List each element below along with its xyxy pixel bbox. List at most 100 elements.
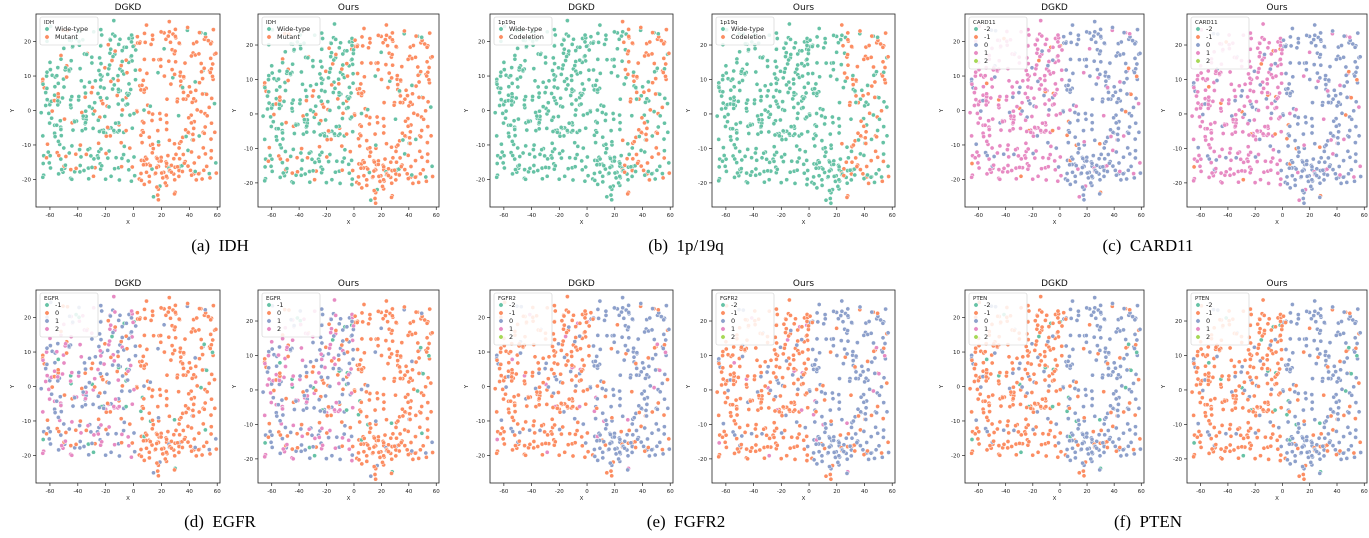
data-point xyxy=(50,116,54,120)
data-point xyxy=(314,104,318,108)
data-point xyxy=(117,178,121,182)
data-point xyxy=(596,88,600,92)
data-point xyxy=(525,128,529,132)
data-point xyxy=(510,139,514,143)
data-point xyxy=(332,298,336,302)
data-point xyxy=(208,452,212,456)
data-point xyxy=(1082,140,1086,144)
data-point xyxy=(746,98,750,102)
data-point xyxy=(518,154,522,158)
data-point xyxy=(405,370,409,374)
data-point xyxy=(382,124,386,128)
data-point xyxy=(337,91,341,95)
data-point xyxy=(1354,100,1358,104)
legend-entry: Wide-type xyxy=(277,25,310,33)
data-point xyxy=(821,108,825,112)
data-point xyxy=(1288,186,1292,190)
data-point xyxy=(96,432,100,436)
data-point xyxy=(263,362,267,366)
data-point xyxy=(983,74,987,78)
data-point xyxy=(120,335,124,339)
data-point xyxy=(208,346,212,350)
data-point xyxy=(570,354,574,358)
data-point xyxy=(1266,132,1270,136)
legend-title: IDH xyxy=(266,20,276,26)
data-point xyxy=(361,44,365,48)
data-point xyxy=(729,138,733,142)
data-point xyxy=(162,47,166,51)
data-point xyxy=(801,106,805,110)
data-point xyxy=(1281,38,1285,42)
data-point xyxy=(645,161,649,165)
data-point xyxy=(1211,99,1215,103)
data-point xyxy=(814,134,818,138)
data-point xyxy=(618,121,622,125)
data-point xyxy=(199,346,203,350)
data-point xyxy=(134,324,138,328)
data-point xyxy=(108,51,112,55)
data-point xyxy=(353,314,357,318)
data-point xyxy=(732,175,736,179)
data-point xyxy=(753,47,757,51)
data-point xyxy=(108,38,112,42)
x-tick-label: 40 xyxy=(1111,213,1118,219)
data-point xyxy=(1354,125,1358,129)
data-point xyxy=(126,369,130,373)
data-point xyxy=(126,93,130,97)
data-point xyxy=(83,91,87,95)
legend-marker xyxy=(45,35,49,39)
data-point xyxy=(822,46,826,50)
data-point xyxy=(812,182,816,186)
data-point xyxy=(265,370,269,374)
data-point xyxy=(129,316,133,320)
data-point xyxy=(176,165,180,169)
data-point xyxy=(510,66,514,70)
data-point xyxy=(416,73,420,77)
data-point xyxy=(1031,151,1035,155)
data-point xyxy=(600,110,604,114)
data-point xyxy=(351,81,355,85)
data-point xyxy=(390,181,394,185)
data-point xyxy=(524,420,528,424)
data-point xyxy=(559,72,563,76)
data-point xyxy=(1276,85,1280,89)
data-point xyxy=(1011,91,1015,95)
data-point xyxy=(1051,45,1055,49)
data-point xyxy=(1322,44,1326,48)
data-point xyxy=(419,346,423,350)
data-point xyxy=(823,41,827,45)
data-point xyxy=(663,96,667,100)
data-point xyxy=(1084,64,1088,68)
data-point xyxy=(509,74,513,78)
data-point xyxy=(823,37,827,41)
x-tick-label: 0 xyxy=(352,213,356,219)
data-point xyxy=(122,144,126,148)
data-point xyxy=(337,353,341,357)
data-point xyxy=(389,436,393,440)
data-point xyxy=(48,442,52,446)
data-point xyxy=(278,371,282,375)
data-point xyxy=(205,114,209,118)
data-point xyxy=(156,347,160,351)
data-point xyxy=(209,56,213,60)
x-tick-label: 40 xyxy=(861,213,868,219)
data-point xyxy=(1121,172,1125,176)
legend-entry: 0 xyxy=(55,309,59,317)
data-point xyxy=(1017,165,1021,169)
data-point xyxy=(360,337,364,341)
data-point xyxy=(1029,130,1033,134)
data-point xyxy=(1199,71,1203,75)
data-point xyxy=(1352,109,1356,113)
data-point xyxy=(396,419,400,423)
data-point xyxy=(155,432,159,436)
data-point xyxy=(1296,146,1300,150)
data-point xyxy=(715,114,719,118)
data-point xyxy=(147,135,151,139)
data-point xyxy=(294,123,298,127)
data-point xyxy=(774,31,778,35)
data-point xyxy=(299,449,303,453)
data-point xyxy=(1247,133,1251,137)
data-point xyxy=(317,95,321,99)
data-point xyxy=(383,157,387,161)
data-point xyxy=(214,327,218,331)
